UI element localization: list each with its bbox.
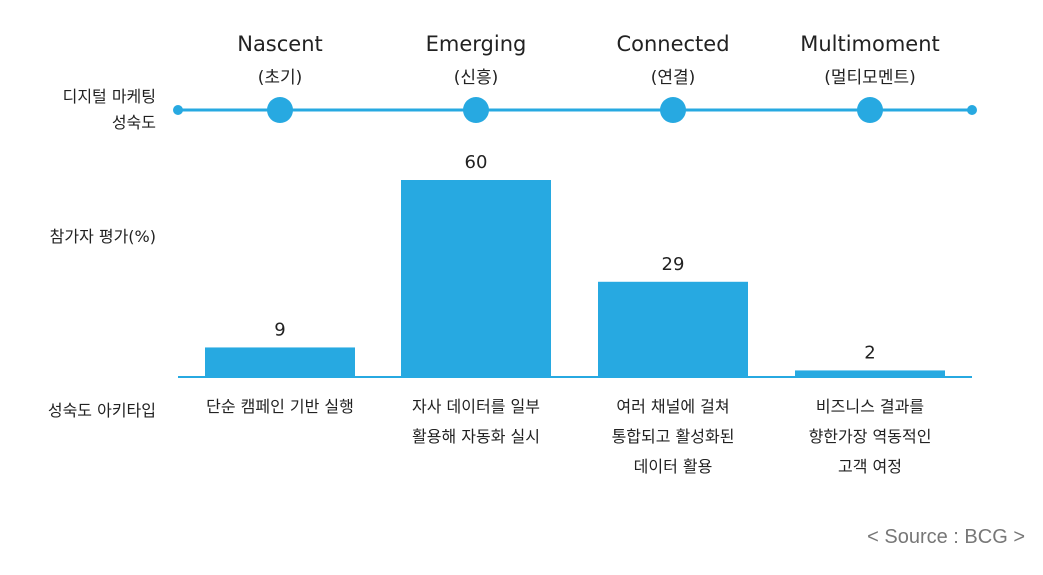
- data-label-multimoment: 2: [864, 342, 875, 363]
- archetype-label-connected: 여러 채널에 걸쳐 통합되고 활성화된 데이터 활용: [611, 397, 735, 476]
- stage-name-multimoment: Multimoment: [800, 32, 940, 56]
- source-note: < Source : BCG >: [867, 526, 1025, 548]
- timeline-end-dot: [967, 105, 977, 115]
- stage-sub-emerging: (신흥): [453, 68, 499, 88]
- stage-name-emerging: Emerging: [425, 32, 527, 56]
- assessment-row-label: 참가자 평가(%): [49, 227, 156, 246]
- bar-series: [205, 180, 945, 377]
- archetype-label-nascent: 단순 캠페인 기반 실행: [206, 397, 354, 416]
- stage-sub-connected: (연결): [650, 68, 696, 88]
- data-label-group: 9 60 29 2: [274, 152, 875, 363]
- timeline-dot-emerging: [463, 97, 489, 123]
- data-label-nascent: 9: [274, 319, 285, 340]
- data-label-connected: 29: [662, 254, 685, 275]
- maturity-row-label: 디지털 마케팅 성숙도: [62, 87, 156, 132]
- timeline-start-dot: [173, 105, 183, 115]
- stage-sub-multimoment: (멀티모멘트): [824, 68, 916, 88]
- stage-sub-nascent: (초기): [257, 68, 303, 88]
- archetype-label-emerging: 자사 데이터를 일부 활용해 자동화 실시: [412, 397, 540, 446]
- timeline-dot-nascent: [267, 97, 293, 123]
- timeline-dot-multimoment: [857, 97, 883, 123]
- bar-emerging: [401, 180, 551, 377]
- bar-nascent: [205, 347, 355, 377]
- maturity-timeline: [173, 97, 977, 123]
- bar-multimoment: [795, 370, 945, 377]
- archetype-label-multimoment: 비즈니스 결과를 향한가장 역동적인 고객 여정: [808, 397, 932, 476]
- stage-name-connected: Connected: [616, 32, 730, 56]
- archetype-row-label: 성숙도 아키타입: [47, 401, 156, 420]
- bar-connected: [598, 281, 748, 377]
- stage-name-nascent: Nascent: [237, 32, 323, 56]
- data-label-emerging: 60: [465, 152, 488, 173]
- timeline-dot-connected: [660, 97, 686, 123]
